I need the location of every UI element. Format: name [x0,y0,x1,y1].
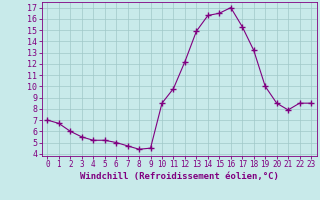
X-axis label: Windchill (Refroidissement éolien,°C): Windchill (Refroidissement éolien,°C) [80,172,279,181]
